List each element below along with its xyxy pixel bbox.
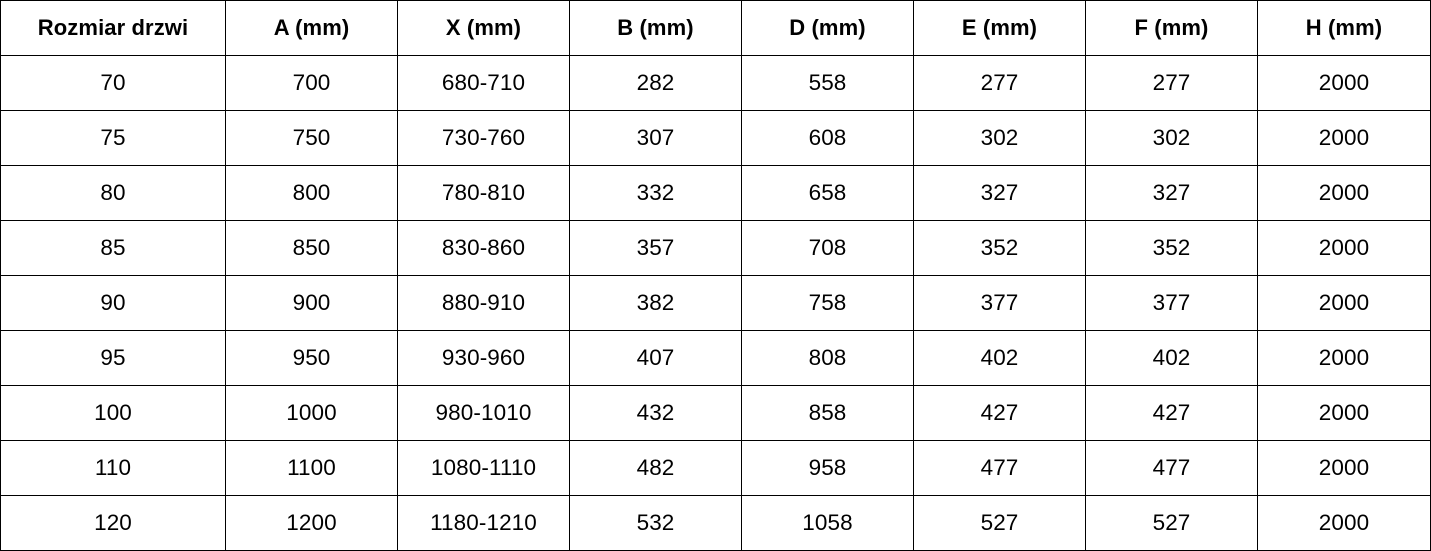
cell-f: 427	[1085, 385, 1258, 441]
cell-e: 327	[913, 165, 1086, 221]
cell-rozmiar-drzwi: 95	[0, 330, 226, 386]
table-row: 100 1000 980-1010 432 858 427 427 2000	[0, 385, 1431, 441]
cell-x: 830-860	[397, 220, 570, 276]
table-row: 75 750 730-760 307 608 302 302 2000	[0, 110, 1431, 166]
table-row: 110 1100 1080-1110 482 958 477 477 2000	[0, 440, 1431, 496]
cell-rozmiar-drzwi: 100	[0, 385, 226, 441]
cell-h: 2000	[1257, 330, 1431, 386]
cell-b: 357	[569, 220, 742, 276]
cell-rozmiar-drzwi: 90	[0, 275, 226, 331]
column-header-h: H (mm)	[1257, 0, 1431, 56]
cell-b: 307	[569, 110, 742, 166]
cell-a: 950	[225, 330, 398, 386]
cell-d: 558	[741, 55, 914, 111]
table-row: 70 700 680-710 282 558 277 277 2000	[0, 55, 1431, 111]
cell-rozmiar-drzwi: 80	[0, 165, 226, 221]
cell-x: 1080-1110	[397, 440, 570, 496]
column-header-a: A (mm)	[225, 0, 398, 56]
cell-rozmiar-drzwi: 75	[0, 110, 226, 166]
table-row: 85 850 830-860 357 708 352 352 2000	[0, 220, 1431, 276]
cell-b: 282	[569, 55, 742, 111]
column-header-x: X (mm)	[397, 0, 570, 56]
header-row: Rozmiar drzwi A (mm) X (mm) B (mm) D (mm…	[0, 0, 1431, 56]
cell-rozmiar-drzwi: 70	[0, 55, 226, 111]
cell-f: 477	[1085, 440, 1258, 496]
cell-h: 2000	[1257, 495, 1431, 551]
cell-a: 750	[225, 110, 398, 166]
cell-f: 377	[1085, 275, 1258, 331]
cell-x: 780-810	[397, 165, 570, 221]
column-header-e: E (mm)	[913, 0, 1086, 56]
cell-f: 302	[1085, 110, 1258, 166]
cell-x: 930-960	[397, 330, 570, 386]
cell-a: 1100	[225, 440, 398, 496]
cell-d: 658	[741, 165, 914, 221]
cell-h: 2000	[1257, 110, 1431, 166]
cell-h: 2000	[1257, 385, 1431, 441]
cell-d: 958	[741, 440, 914, 496]
cell-rozmiar-drzwi: 120	[0, 495, 226, 551]
table-row: 95 950 930-960 407 808 402 402 2000	[0, 330, 1431, 386]
cell-e: 527	[913, 495, 1086, 551]
cell-a: 900	[225, 275, 398, 331]
cell-x: 880-910	[397, 275, 570, 331]
cell-d: 608	[741, 110, 914, 166]
table-header: Rozmiar drzwi A (mm) X (mm) B (mm) D (mm…	[0, 0, 1431, 56]
cell-e: 302	[913, 110, 1086, 166]
cell-b: 532	[569, 495, 742, 551]
cell-a: 800	[225, 165, 398, 221]
cell-a: 1000	[225, 385, 398, 441]
cell-b: 482	[569, 440, 742, 496]
column-header-b: B (mm)	[569, 0, 742, 56]
cell-e: 402	[913, 330, 1086, 386]
cell-a: 1200	[225, 495, 398, 551]
cell-e: 377	[913, 275, 1086, 331]
cell-f: 352	[1085, 220, 1258, 276]
cell-h: 2000	[1257, 440, 1431, 496]
cell-rozmiar-drzwi: 110	[0, 440, 226, 496]
table-row: 80 800 780-810 332 658 327 327 2000	[0, 165, 1431, 221]
cell-b: 332	[569, 165, 742, 221]
cell-f: 527	[1085, 495, 1258, 551]
table-row: 90 900 880-910 382 758 377 377 2000	[0, 275, 1431, 331]
cell-h: 2000	[1257, 165, 1431, 221]
column-header-f: F (mm)	[1085, 0, 1258, 56]
cell-e: 277	[913, 55, 1086, 111]
column-header-rozmiar-drzwi: Rozmiar drzwi	[0, 0, 226, 56]
table-body: 70 700 680-710 282 558 277 277 2000 75 7…	[0, 55, 1431, 551]
cell-b: 382	[569, 275, 742, 331]
cell-x: 980-1010	[397, 385, 570, 441]
cell-e: 427	[913, 385, 1086, 441]
cell-a: 850	[225, 220, 398, 276]
cell-x: 1180-1210	[397, 495, 570, 551]
cell-h: 2000	[1257, 275, 1431, 331]
cell-b: 407	[569, 330, 742, 386]
table-row: 120 1200 1180-1210 532 1058 527 527 2000	[0, 495, 1431, 551]
cell-d: 1058	[741, 495, 914, 551]
column-header-d: D (mm)	[741, 0, 914, 56]
cell-d: 858	[741, 385, 914, 441]
cell-d: 758	[741, 275, 914, 331]
cell-rozmiar-drzwi: 85	[0, 220, 226, 276]
cell-f: 277	[1085, 55, 1258, 111]
cell-e: 352	[913, 220, 1086, 276]
cell-x: 730-760	[397, 110, 570, 166]
cell-d: 708	[741, 220, 914, 276]
cell-a: 700	[225, 55, 398, 111]
cell-b: 432	[569, 385, 742, 441]
cell-h: 2000	[1257, 220, 1431, 276]
cell-f: 402	[1085, 330, 1258, 386]
cell-f: 327	[1085, 165, 1258, 221]
cell-x: 680-710	[397, 55, 570, 111]
cell-h: 2000	[1257, 55, 1431, 111]
cell-d: 808	[741, 330, 914, 386]
cell-e: 477	[913, 440, 1086, 496]
